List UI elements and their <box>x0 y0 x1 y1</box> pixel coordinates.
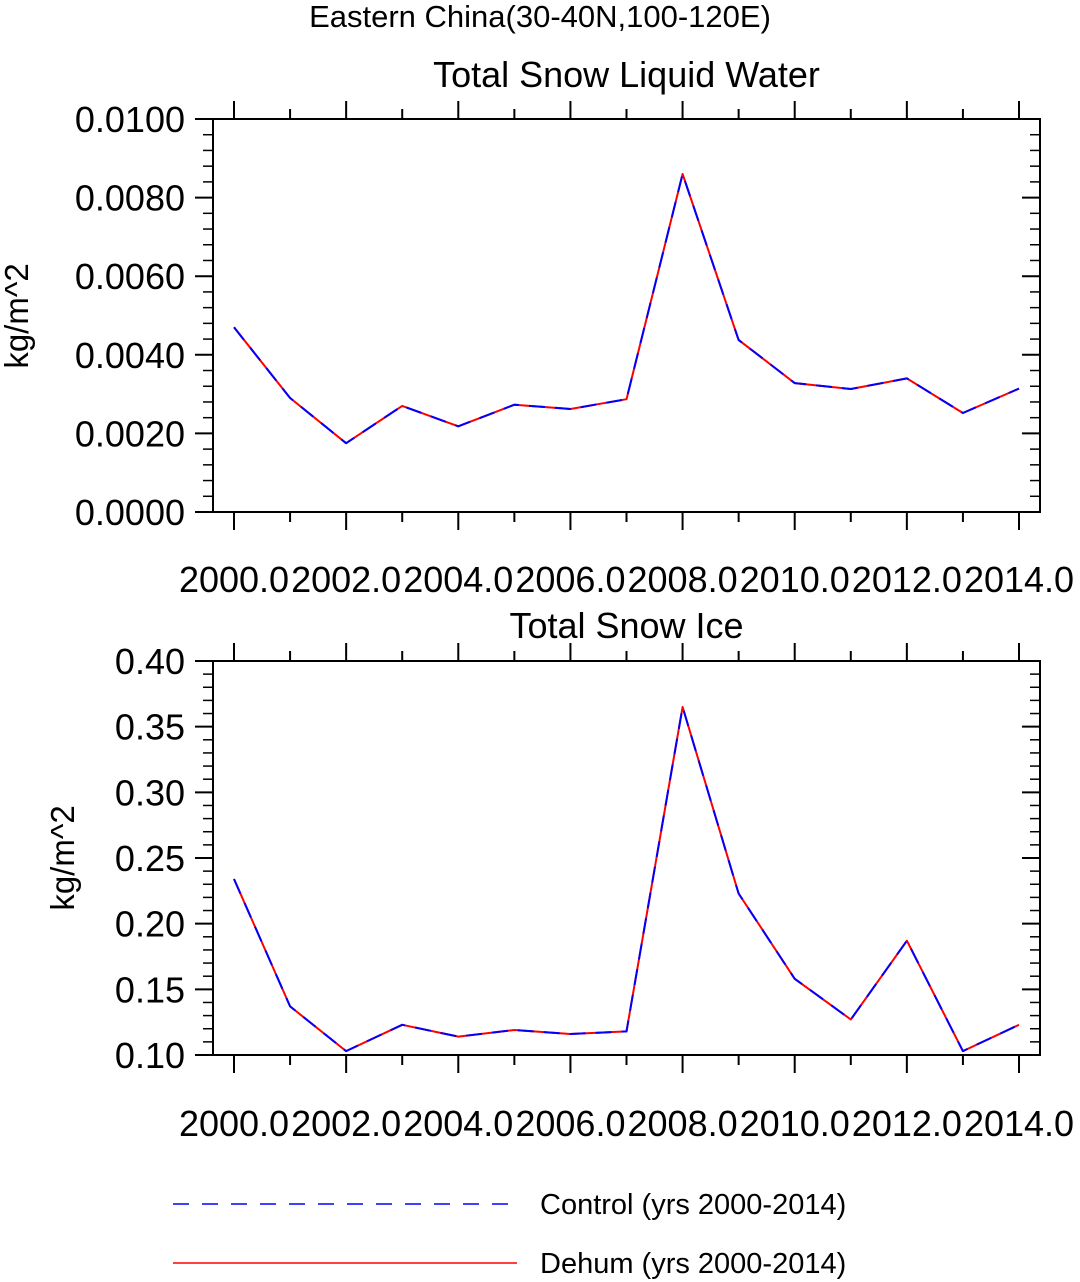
series-line-dehum <box>233 173 1020 445</box>
chart-panel-snow-liquid-water: Total Snow Liquid Water kg/m^2 2000.0 2002.… <box>0 54 1074 600</box>
legend-label-dehum: Dehum (yrs 2000-2014) <box>540 1248 846 1280</box>
y-tick-label: 0.10 <box>115 1035 185 1076</box>
y-tick-label: 0.0020 <box>75 413 185 454</box>
x-tick-label: 2012.0 <box>852 559 962 600</box>
legend: Control (yrs 2000-2014) Dehum (yrs 2000-… <box>173 1189 846 1280</box>
legend-label-control: Control (yrs 2000-2014) <box>540 1189 846 1221</box>
y-axis-label: kg/m^2 <box>44 805 81 910</box>
x-tick-label: 2006.0 <box>515 1103 625 1144</box>
x-tick-label: 2004.0 <box>403 559 513 600</box>
series-line-control <box>233 706 1020 1053</box>
x-tick-label: 2000.0 <box>179 1103 289 1144</box>
y-tick-label: 0.40 <box>115 641 185 682</box>
x-tick-label: 2004.0 <box>403 1103 513 1144</box>
series-line-control <box>233 173 1020 445</box>
y-tick-label: 0.0000 <box>75 492 185 533</box>
chart-title: Total Snow Liquid Water <box>433 54 820 95</box>
x-tick-label: 2002.0 <box>291 1103 401 1144</box>
figure-title: Eastern China(30-40N,100-120E) <box>309 0 771 34</box>
chart-title: Total Snow Ice <box>509 605 743 646</box>
x-tick-label: 2000.0 <box>179 559 289 600</box>
y-tick-label: 0.20 <box>115 904 185 945</box>
y-tick-label: 0.0040 <box>75 335 185 376</box>
x-tick-label: 2008.0 <box>628 559 738 600</box>
plot-frame <box>212 118 1041 513</box>
x-tick-label: 2008.0 <box>628 1103 738 1144</box>
y-tick-label: 0.0100 <box>75 99 185 140</box>
y-tick-label: 0.0060 <box>75 256 185 297</box>
series-line-dehum <box>233 706 1020 1053</box>
x-tick-label: 2012.0 <box>852 1103 962 1144</box>
x-tick-label: 2006.0 <box>515 559 625 600</box>
x-tick-label: 2014.0 <box>964 1103 1074 1144</box>
x-tick-label: 2014.0 <box>964 559 1074 600</box>
y-axis-label: kg/m^2 <box>0 263 35 368</box>
x-tick-label: 2010.0 <box>740 1103 850 1144</box>
y-tick-label: 0.30 <box>115 772 185 813</box>
y-tick-label: 0.0080 <box>75 178 185 219</box>
x-tick-label: 2010.0 <box>740 559 850 600</box>
y-tick-label: 0.15 <box>115 969 185 1010</box>
y-tick-label: 0.25 <box>115 838 185 879</box>
plot-frame <box>212 660 1041 1056</box>
x-tick-label: 2002.0 <box>291 559 401 600</box>
y-tick-label: 0.35 <box>115 707 185 748</box>
